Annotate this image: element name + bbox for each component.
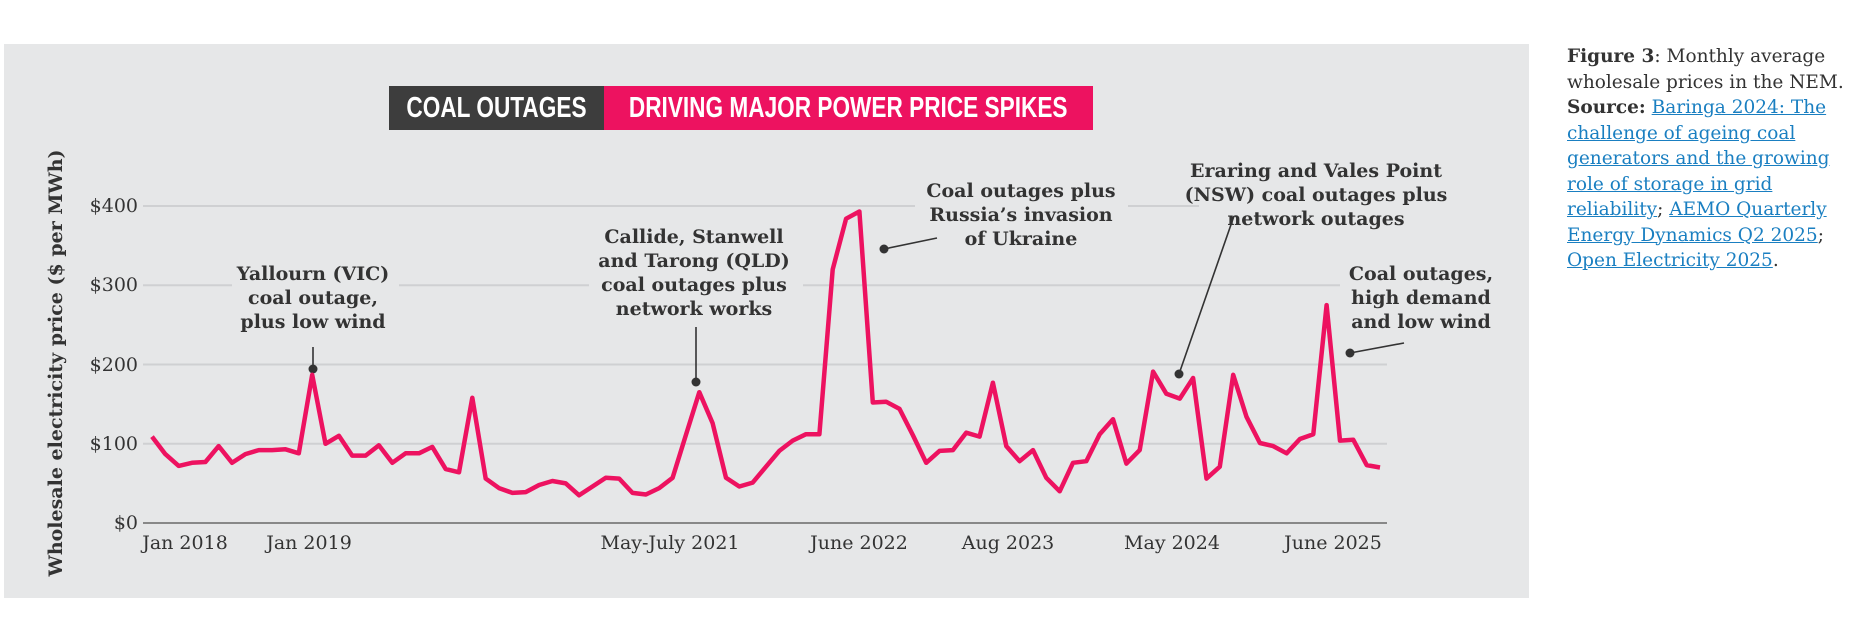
- annotation-line: Yallourn (VIC): [236, 263, 390, 285]
- annotation-yallourn: Yallourn (VIC) coal outage, plus low win…: [237, 262, 390, 334]
- annotation-line: network works: [615, 298, 773, 320]
- x-tick-label: Jan 2019: [266, 532, 352, 554]
- annotation-line: Callide, Stanwell: [604, 226, 784, 248]
- annotation-dot: [1345, 348, 1355, 358]
- separator: .: [1772, 250, 1779, 271]
- annotation-line: Eraring and Vales Point: [1190, 160, 1442, 182]
- y-tick-label: $0: [113, 512, 138, 534]
- annotation-dot: [691, 377, 701, 387]
- title-coal-outages: COAL OUTAGES: [389, 86, 604, 130]
- annotation-line: (NSW) coal outages plus: [1184, 184, 1448, 206]
- figure-label: Figure 3: [1567, 46, 1655, 67]
- gridlines: [143, 205, 1387, 445]
- annotation-line: of Ukraine: [964, 228, 1078, 250]
- y-tick-label: $100: [89, 433, 138, 455]
- annotation-dot: [308, 364, 318, 374]
- annotation-russia: Coal outages plus Russia’s invasion of U…: [926, 179, 1115, 251]
- y-tick-label: $300: [89, 274, 138, 296]
- x-tick-label: June 2025: [1284, 532, 1382, 554]
- annotation-line: high demand: [1351, 287, 1491, 309]
- annotation-line: Russia’s invasion: [929, 204, 1113, 226]
- source-label: Source:: [1567, 97, 1646, 118]
- y-tick-label: $400: [89, 195, 138, 217]
- annotation-dot: [879, 244, 889, 254]
- chart-panel: [4, 44, 1529, 598]
- source-link-aemo[interactable]: AEMO Quarterly Energy Dynamics Q2 2025: [1567, 199, 1827, 246]
- annotation-eraring: Eraring and Vales Point (NSW) coal outag…: [1185, 159, 1448, 231]
- annotation-line: coal outage,: [248, 287, 378, 309]
- x-tick-label: May 2024: [1124, 532, 1220, 554]
- title-part1: COAL OUTAGES: [406, 91, 587, 124]
- figure-caption: Figure 3: Monthly average wholesale pric…: [1567, 44, 1847, 274]
- annotation-line: and low wind: [1351, 311, 1491, 333]
- annotation-line: Coal outages plus: [926, 180, 1116, 202]
- annotation-leader-line: [883, 237, 938, 250]
- annotation-leaders: [308, 215, 1405, 387]
- separator: ;: [1657, 199, 1670, 220]
- annotation-line: network outages: [1227, 208, 1405, 230]
- x-tick-label: June 2022: [810, 532, 908, 554]
- annotation-callide: Callide, Stanwell and Tarong (QLD) coal …: [598, 225, 789, 321]
- source-link-open-electricity[interactable]: Open Electricity 2025: [1567, 250, 1773, 271]
- annotation-line: plus low wind: [240, 311, 386, 333]
- annotation-line: and Tarong (QLD): [598, 250, 790, 272]
- y-tick-label: $200: [89, 354, 138, 376]
- annotation-dot: [1174, 369, 1184, 379]
- annotation-leader-line: [1349, 342, 1405, 354]
- annotation-line: Coal outages,: [1348, 263, 1494, 285]
- title-part2: DRIVING MAJOR POWER PRICE SPIKES: [629, 91, 1068, 124]
- annotation-high-demand: Coal outages, high demand and low wind: [1349, 262, 1493, 334]
- annotation-line: coal outages plus: [601, 274, 787, 296]
- x-tick-label: Jan 2018: [142, 532, 228, 554]
- y-axis-title: Wholesale electricity price ($ per MWh): [45, 149, 67, 577]
- source-link-baringa[interactable]: Baringa 2024: The challenge of ageing co…: [1567, 97, 1830, 220]
- x-tick-label: May-July 2021: [600, 532, 740, 554]
- x-tick-label: Aug 2023: [961, 532, 1055, 554]
- separator: ;: [1817, 224, 1824, 246]
- title-driving-spikes: DRIVING MAJOR POWER PRICE SPIKES: [604, 86, 1093, 130]
- price-line: [150, 209, 1381, 498]
- caption-text: : Monthly average wholesale prices in th…: [1567, 46, 1844, 93]
- annotation-leader-line: [1178, 215, 1235, 375]
